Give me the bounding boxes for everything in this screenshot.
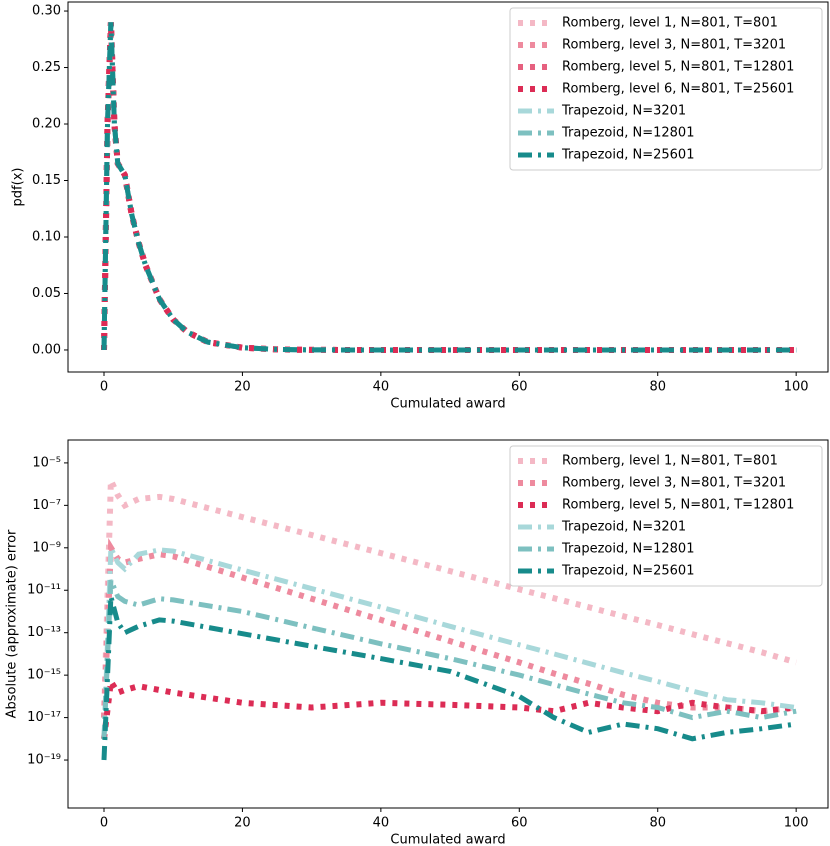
y-tick-label: 0.15 xyxy=(32,173,61,188)
y-tick-label: 10⁻¹⁷ xyxy=(27,710,61,725)
legend-label: Romberg, level 1, N=801, T=801 xyxy=(562,454,778,469)
plot-area xyxy=(101,22,797,353)
y-tick-label: 0.25 xyxy=(32,60,61,75)
legend-label: Trapezoid, N=25601 xyxy=(561,564,694,579)
series-line xyxy=(101,479,798,718)
x-tick-label: 20 xyxy=(234,816,251,831)
y-tick-label: 10⁻⁵ xyxy=(32,455,61,470)
legend-box xyxy=(509,445,823,587)
axes-frame xyxy=(67,1,829,373)
y-tick-label: 0.30 xyxy=(32,4,61,19)
legend-label: Romberg, level 3, N=801, T=3201 xyxy=(562,476,786,491)
x-tick-label: 80 xyxy=(649,380,666,395)
y-tick-label: 10⁻¹⁵ xyxy=(27,668,61,683)
y-tick-label: 0.00 xyxy=(32,342,61,357)
series-line xyxy=(101,22,797,353)
x-tick-label: 40 xyxy=(373,816,390,831)
y-axis-label: pdf(x) xyxy=(11,168,26,207)
legend-label: Romberg, level 3, N=801, T=3201 xyxy=(562,38,786,53)
series-line xyxy=(101,579,797,739)
y-tick-label: 10⁻¹⁹ xyxy=(27,753,61,768)
legend: Romberg, level 1, N=801, T=801 Romberg, l… xyxy=(509,7,823,171)
x-tick-label: 0 xyxy=(100,380,108,395)
series-line xyxy=(101,537,797,718)
y-tick-label: 0.10 xyxy=(32,229,61,244)
x-tick-label: 60 xyxy=(511,380,528,395)
x-tick-label: 100 xyxy=(784,380,809,395)
legend-box xyxy=(509,7,823,171)
series-line xyxy=(101,546,797,739)
y-tick-label: 10⁻⁷ xyxy=(32,498,61,513)
x-axis-label: Cumulated award xyxy=(390,833,505,846)
legend-label: Romberg, level 5, N=801, T=12801 xyxy=(562,498,794,513)
plot-area xyxy=(101,479,798,761)
legend-label: Trapezoid, N=3201 xyxy=(561,104,686,119)
x-tick-label: 40 xyxy=(373,380,390,395)
legend-label: Trapezoid, N=25601 xyxy=(561,148,694,163)
x-tick-label: 60 xyxy=(511,816,528,831)
x-tick-label: 100 xyxy=(784,816,809,831)
legend-label: Trapezoid, N=3201 xyxy=(561,520,686,535)
legend-label: Trapezoid, N=12801 xyxy=(561,126,694,141)
subplot: 0 20 40 60 80 100 10⁻⁵ 10⁻⁷ 10⁻⁹ 10⁻¹¹ 10⁻¹³ 10⁻¹⁵ 1… xyxy=(5,439,829,846)
y-tick-label: 0.05 xyxy=(32,286,61,301)
y-axis-label: Absolute (approximate) error xyxy=(5,529,20,718)
x-tick-label: 20 xyxy=(234,380,251,395)
x-tick-label: 80 xyxy=(649,816,666,831)
legend-label: Trapezoid, N=12801 xyxy=(561,542,694,557)
y-tick-label: 10⁻¹¹ xyxy=(27,583,61,598)
legend-label: Romberg, level 1, N=801, T=801 xyxy=(562,16,778,31)
legend-label: Romberg, level 5, N=801, T=12801 xyxy=(562,60,794,75)
x-tick-label: 0 xyxy=(100,816,108,831)
y-tick-label: 0.20 xyxy=(32,117,61,132)
y-tick-label: 10⁻⁹ xyxy=(32,540,61,555)
x-axis-label: Cumulated award xyxy=(390,397,505,412)
subplot: 0 20 40 60 80 100 0.00 0.05 0.10 0.15 0.20 0.25 0.30… xyxy=(11,1,829,412)
legend-label: Romberg, level 6, N=801, T=25601 xyxy=(562,82,794,97)
axes-frame xyxy=(67,439,829,809)
y-tick-label: 10⁻¹³ xyxy=(27,625,61,640)
legend: Romberg, level 1, N=801, T=801 Romberg, l… xyxy=(509,445,823,587)
series-line xyxy=(101,595,797,761)
